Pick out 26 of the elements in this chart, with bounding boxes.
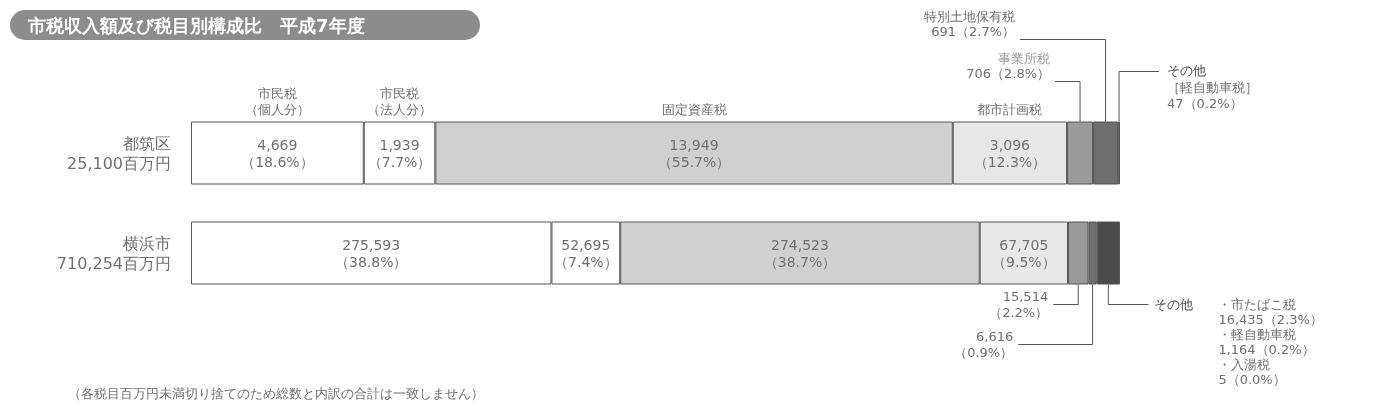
y-tick-label: 都筑区 25,100百万円 <box>67 133 171 173</box>
data-label: 4,669 （18.6%） <box>241 136 314 170</box>
series-label: 都市計画税 <box>977 102 1043 117</box>
data-label: 275,593 （38.8%） <box>334 236 408 270</box>
data-label: 67,705 （9.5%） <box>992 236 1056 270</box>
text: （各税目百万円未満切り捨てのため総数と内訳の合計は一致しません） <box>68 385 484 401</box>
data-label: 274,523 （38.7%） <box>763 236 837 270</box>
series-label: 市民税（法人分） <box>367 86 433 117</box>
data-label: 3,096 （12.3%） <box>973 136 1047 170</box>
data-label: ［軽自動車税］ 47（0.2%） <box>1167 80 1259 111</box>
data-label: 13,949 （55.7%） <box>657 136 731 170</box>
y-tick-label: 横浜市 710,254百万円 <box>56 233 171 273</box>
data-label: 691（2.7%） <box>931 24 1016 39</box>
data-label: 15,514 （2.2%） <box>989 289 1049 320</box>
text: ・市たばこ税16,435（2.3%）・軽自動車税1,164（0.2%）・入湯税5（0.0%） <box>1218 296 1323 387</box>
text: 特別土地保有税 <box>924 8 1016 24</box>
text: その他 <box>1167 62 1207 78</box>
data-label: 6,616 （0.9%） <box>954 329 1014 360</box>
series-label: 固定資産税 <box>661 102 727 117</box>
data-label: 1,939 （7.7%） <box>367 136 432 170</box>
text: 事業所税 <box>998 50 1051 66</box>
series-label: 市民税（個人分） <box>244 86 310 117</box>
data-label: 706（2.8%） <box>966 66 1051 81</box>
chart-title: 市税収入額及び税目別構成比 平成7年度 <box>27 14 365 36</box>
text: その他 <box>1154 297 1194 312</box>
data-label: 52,695 （7.4%） <box>554 236 618 270</box>
